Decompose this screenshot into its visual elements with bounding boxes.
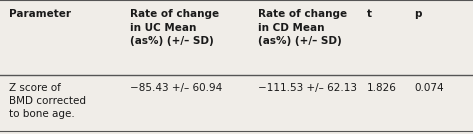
Text: t: t	[367, 9, 372, 19]
Text: −111.53 +/– 62.13: −111.53 +/– 62.13	[258, 83, 357, 93]
Text: −85.43 +/– 60.94: −85.43 +/– 60.94	[130, 83, 222, 93]
Text: p: p	[414, 9, 421, 19]
Text: Rate of change
in UC Mean
(as%) (+/– SD): Rate of change in UC Mean (as%) (+/– SD)	[130, 9, 219, 46]
Text: 1.826: 1.826	[367, 83, 396, 93]
Text: Z score of
BMD corrected
to bone age.: Z score of BMD corrected to bone age.	[9, 83, 87, 120]
Text: Parameter: Parameter	[9, 9, 71, 19]
Text: 0.074: 0.074	[414, 83, 444, 93]
Text: Rate of change
in CD Mean
(as%) (+/– SD): Rate of change in CD Mean (as%) (+/– SD)	[258, 9, 347, 46]
